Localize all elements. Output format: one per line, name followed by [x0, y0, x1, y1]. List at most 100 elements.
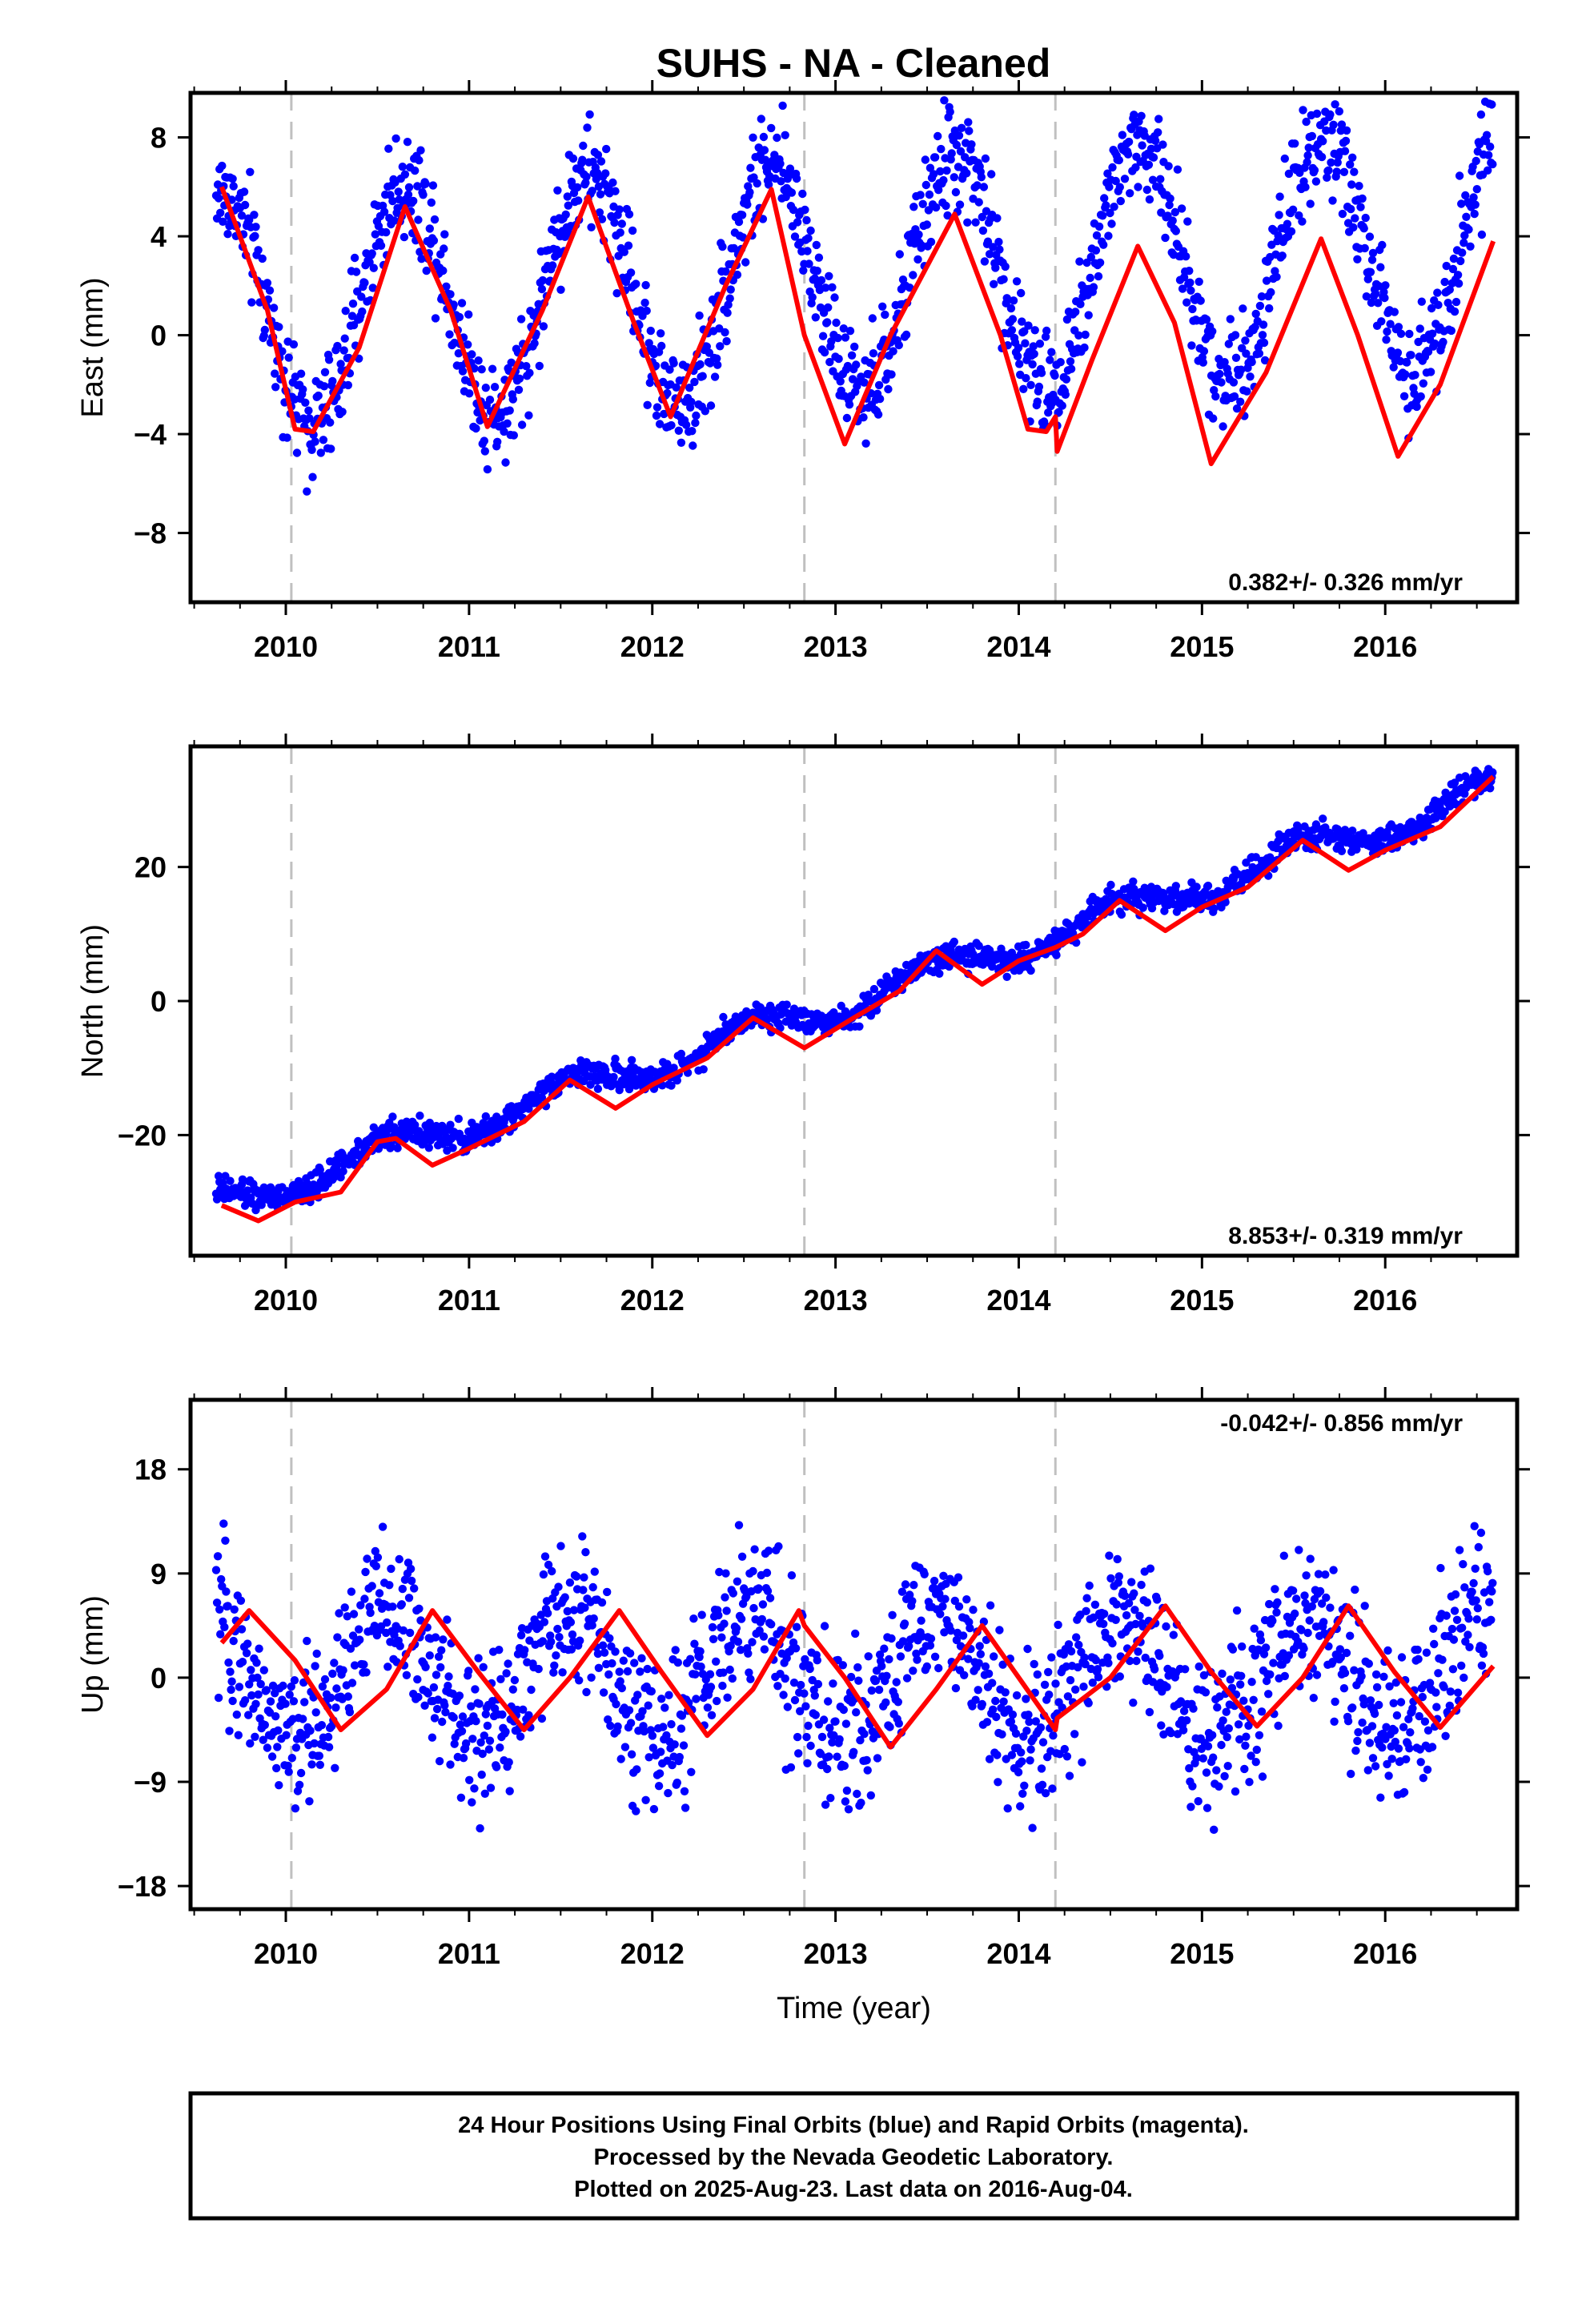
data-point	[480, 1731, 488, 1740]
data-point	[940, 96, 949, 105]
data-point	[1009, 296, 1018, 305]
data-point	[1236, 1680, 1245, 1689]
data-point	[1165, 200, 1174, 210]
data-point	[563, 1606, 572, 1616]
data-point	[1365, 1739, 1375, 1747]
data-point	[415, 156, 424, 165]
data-point	[219, 1519, 228, 1528]
x-tick-label: 2010	[254, 1284, 318, 1317]
data-point	[1018, 1757, 1026, 1766]
y-tick-label: −20	[118, 1119, 167, 1152]
y-axis-label: North (mm)	[76, 924, 110, 1078]
data-point	[990, 1652, 998, 1661]
data-point	[468, 1735, 477, 1743]
data-point	[1258, 1772, 1267, 1781]
data-point	[1449, 254, 1459, 263]
data-point	[1012, 1691, 1022, 1700]
data-point	[485, 1736, 495, 1745]
data-point	[327, 444, 335, 453]
data-point	[504, 1659, 512, 1668]
data-point	[939, 175, 948, 185]
data-point	[1323, 173, 1331, 182]
data-point	[713, 354, 721, 363]
data-point	[371, 1562, 380, 1570]
data-point	[274, 1726, 283, 1735]
data-point	[950, 173, 959, 182]
data-point	[1042, 326, 1051, 336]
data-point	[1210, 386, 1219, 395]
data-point	[311, 437, 319, 446]
data-point	[781, 131, 789, 139]
data-point	[1324, 166, 1333, 175]
data-point	[1115, 183, 1125, 191]
data-point	[254, 1690, 263, 1699]
data-point	[1264, 1690, 1273, 1699]
data-point	[853, 1663, 862, 1672]
y-tick-label: −9	[134, 1766, 167, 1799]
data-point	[1339, 167, 1349, 176]
data-point	[1231, 1787, 1240, 1796]
data-point	[993, 214, 1002, 223]
data-point	[627, 1750, 636, 1759]
data-point	[1292, 1594, 1301, 1603]
data-point	[1179, 1707, 1189, 1715]
data-point	[1457, 199, 1466, 208]
data-point	[1488, 159, 1497, 169]
data-point	[656, 1747, 665, 1756]
data-point	[332, 1684, 341, 1693]
data-point	[320, 1675, 330, 1684]
data-point	[638, 1707, 647, 1715]
data-point	[548, 261, 557, 270]
data-point	[1457, 1661, 1466, 1671]
data-point	[1046, 356, 1054, 364]
data-point	[664, 1788, 673, 1798]
data-point	[963, 218, 972, 227]
data-point	[432, 1671, 441, 1679]
data-point	[1127, 1578, 1136, 1586]
data-point	[845, 400, 854, 409]
data-point	[1028, 360, 1037, 369]
x-tick-label: 2013	[804, 1937, 868, 1970]
data-point	[1442, 261, 1451, 271]
data-point	[646, 326, 655, 336]
data-point	[764, 1546, 773, 1555]
data-point	[644, 339, 653, 348]
data-point	[1095, 258, 1105, 267]
data-point	[602, 144, 611, 154]
data-point	[564, 201, 572, 210]
data-point	[1081, 330, 1090, 340]
data-point	[1131, 163, 1140, 172]
data-point	[1035, 340, 1045, 348]
data-point	[1236, 397, 1245, 406]
data-point	[1218, 1669, 1227, 1679]
data-point	[1330, 1717, 1339, 1726]
data-point	[1268, 1616, 1277, 1626]
data-point	[403, 138, 412, 147]
data-point	[583, 123, 592, 132]
data-point	[1287, 227, 1296, 236]
x-tick-label: 2016	[1353, 1937, 1417, 1970]
data-point	[1366, 1696, 1375, 1705]
data-point	[1196, 296, 1205, 305]
data-point	[590, 1567, 599, 1576]
data-point	[1071, 1685, 1080, 1694]
data-point	[271, 369, 279, 378]
data-point	[978, 1699, 987, 1709]
data-point	[543, 1609, 552, 1618]
data-point	[1266, 1670, 1275, 1679]
data-point	[877, 1662, 886, 1671]
data-point	[1162, 1683, 1171, 1691]
data-point	[319, 382, 329, 391]
data-point	[1460, 1583, 1469, 1592]
data-point	[805, 259, 813, 268]
data-point	[1426, 368, 1435, 376]
data-point	[616, 228, 624, 237]
data-point	[1350, 167, 1359, 176]
data-point	[1445, 1701, 1455, 1711]
data-point	[663, 388, 672, 398]
data-point	[1471, 1564, 1480, 1574]
data-point	[435, 1757, 444, 1766]
data-point	[1156, 175, 1165, 183]
data-point	[588, 1621, 596, 1630]
data-point	[823, 318, 832, 327]
